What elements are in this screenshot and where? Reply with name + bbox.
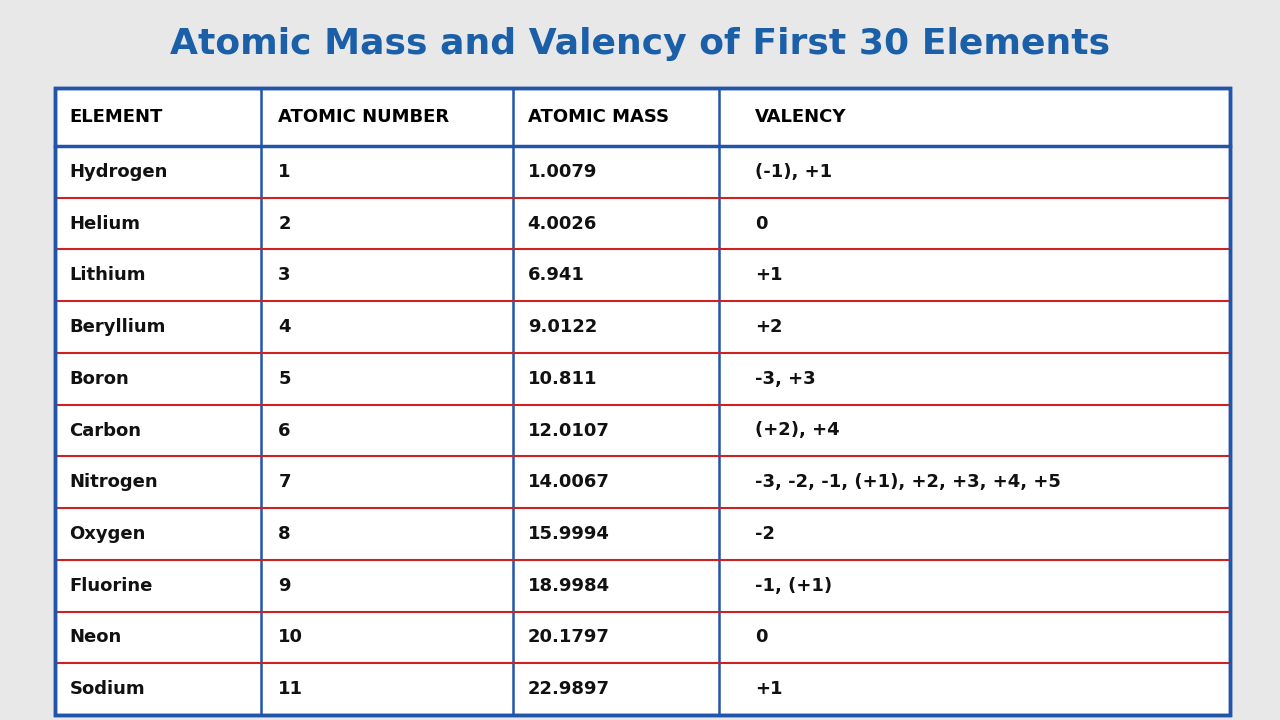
Text: 9.0122: 9.0122 xyxy=(527,318,596,336)
Text: 12.0107: 12.0107 xyxy=(527,421,609,439)
Text: 10.811: 10.811 xyxy=(527,370,598,388)
Text: 14.0067: 14.0067 xyxy=(527,473,609,491)
Text: Boron: Boron xyxy=(69,370,129,388)
Text: Carbon: Carbon xyxy=(69,421,141,439)
Text: 22.9897: 22.9897 xyxy=(527,680,609,698)
Text: 6.941: 6.941 xyxy=(527,266,585,284)
Text: 8: 8 xyxy=(278,525,291,543)
Text: 4: 4 xyxy=(278,318,291,336)
Bar xyxy=(55,88,1230,715)
Text: 0: 0 xyxy=(755,215,767,233)
Text: 11: 11 xyxy=(278,680,303,698)
Text: Atomic Mass and Valency of First 30 Elements: Atomic Mass and Valency of First 30 Elem… xyxy=(170,27,1110,61)
Text: Beryllium: Beryllium xyxy=(69,318,166,336)
Text: -3, -2, -1, (+1), +2, +3, +4, +5: -3, -2, -1, (+1), +2, +3, +4, +5 xyxy=(755,473,1061,491)
Text: (-1), +1: (-1), +1 xyxy=(755,163,832,181)
Text: +1: +1 xyxy=(755,266,782,284)
Text: ATOMIC MASS: ATOMIC MASS xyxy=(527,108,668,126)
Text: Fluorine: Fluorine xyxy=(69,577,152,595)
Text: +1: +1 xyxy=(755,680,782,698)
Text: Helium: Helium xyxy=(69,215,141,233)
Text: Hydrogen: Hydrogen xyxy=(69,163,168,181)
Text: (+2), +4: (+2), +4 xyxy=(755,421,840,439)
Text: 7: 7 xyxy=(278,473,291,491)
Text: 10: 10 xyxy=(278,629,303,647)
Text: -2: -2 xyxy=(755,525,774,543)
Text: 18.9984: 18.9984 xyxy=(527,577,609,595)
Text: -3, +3: -3, +3 xyxy=(755,370,815,388)
Text: ELEMENT: ELEMENT xyxy=(69,108,163,126)
Text: 1.0079: 1.0079 xyxy=(527,163,596,181)
Text: 4.0026: 4.0026 xyxy=(527,215,596,233)
Text: 20.1797: 20.1797 xyxy=(527,629,609,647)
Text: 5: 5 xyxy=(278,370,291,388)
Text: Oxygen: Oxygen xyxy=(69,525,146,543)
Text: VALENCY: VALENCY xyxy=(755,108,846,126)
Text: 0: 0 xyxy=(755,629,767,647)
Text: -1, (+1): -1, (+1) xyxy=(755,577,832,595)
Text: 6: 6 xyxy=(278,421,291,439)
Text: 3: 3 xyxy=(278,266,291,284)
Bar xyxy=(55,88,1230,715)
Text: Lithium: Lithium xyxy=(69,266,146,284)
Text: +2: +2 xyxy=(755,318,782,336)
Text: 1: 1 xyxy=(278,163,291,181)
Text: 2: 2 xyxy=(278,215,291,233)
Text: 15.9994: 15.9994 xyxy=(527,525,609,543)
Text: ATOMIC NUMBER: ATOMIC NUMBER xyxy=(278,108,449,126)
Text: 9: 9 xyxy=(278,577,291,595)
Text: Nitrogen: Nitrogen xyxy=(69,473,157,491)
Text: Sodium: Sodium xyxy=(69,680,145,698)
Text: Neon: Neon xyxy=(69,629,122,647)
